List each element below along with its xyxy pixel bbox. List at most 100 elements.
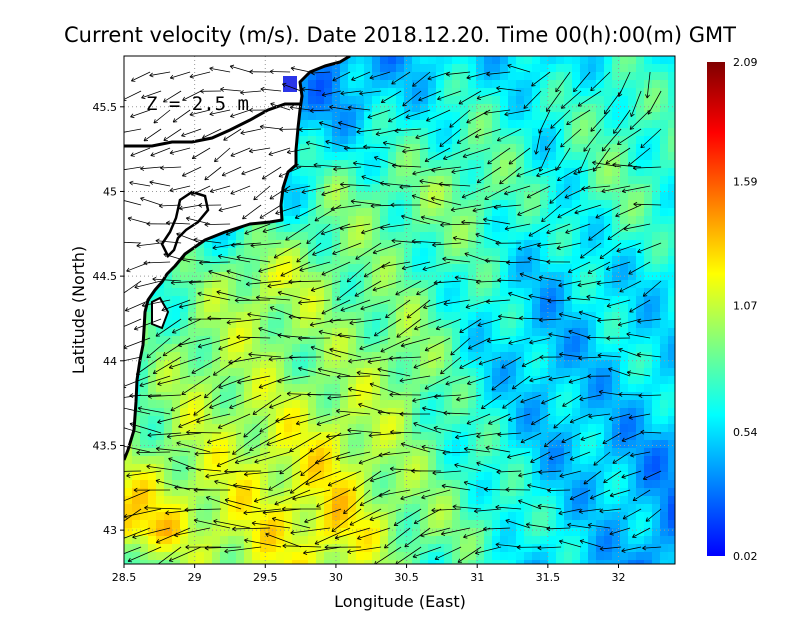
- speed-cell: [524, 176, 533, 185]
- speed-cell: [404, 376, 413, 385]
- speed-cell: [292, 552, 301, 561]
- speed-cell: [188, 328, 197, 337]
- speed-cell: [284, 528, 293, 537]
- speed-cell: [428, 176, 437, 185]
- speed-cell: [436, 128, 445, 137]
- speed-cell: [452, 168, 461, 177]
- speed-cell: [316, 216, 325, 225]
- speed-cell: [284, 336, 293, 345]
- speed-cell: [396, 536, 405, 545]
- speed-cell: [612, 104, 621, 113]
- velocity-arrow-head: [189, 73, 194, 79]
- speed-cell: [500, 464, 509, 473]
- velocity-arrow-head: [437, 96, 442, 101]
- speed-cell: [188, 352, 197, 361]
- speed-cell: [196, 328, 205, 337]
- speed-cell: [668, 408, 675, 417]
- speed-cell: [340, 416, 349, 425]
- speed-cell: [300, 248, 309, 257]
- speed-cell: [340, 336, 349, 345]
- speed-cell: [652, 152, 661, 161]
- speed-cell: [628, 232, 637, 241]
- speed-cell: [140, 432, 149, 441]
- velocity-arrow: [588, 223, 611, 241]
- velocity-arrow-head: [599, 254, 605, 259]
- speed-cell: [604, 224, 613, 233]
- speed-cell: [132, 448, 141, 457]
- speed-cell: [636, 480, 645, 489]
- speed-cell: [180, 560, 189, 564]
- speed-cell: [460, 552, 469, 561]
- speed-cell: [596, 448, 605, 457]
- velocity-arrow-head: [241, 170, 246, 176]
- speed-cell: [516, 280, 525, 289]
- speed-cell: [436, 208, 445, 217]
- speed-cell: [428, 312, 437, 321]
- speed-cell: [188, 480, 197, 489]
- velocity-arrow: [240, 90, 262, 94]
- speed-cell: [628, 72, 637, 81]
- speed-cell: [180, 448, 189, 457]
- speed-cell: [572, 184, 581, 193]
- speed-cell: [292, 216, 301, 225]
- speed-cell: [516, 424, 525, 433]
- speed-cell: [284, 312, 293, 321]
- speed-cell: [420, 400, 429, 409]
- velocity-arrow-head: [458, 100, 463, 105]
- speed-cell: [556, 328, 565, 337]
- speed-cell: [500, 520, 509, 529]
- speed-cell: [140, 368, 149, 377]
- speed-cell: [596, 72, 605, 81]
- speed-cell: [652, 392, 661, 401]
- velocity-arrow-head: [325, 139, 330, 145]
- speed-cell: [516, 144, 525, 153]
- speed-cell: [308, 128, 317, 137]
- speed-cell: [404, 536, 413, 545]
- speed-cell: [300, 440, 309, 449]
- speed-cell: [364, 304, 373, 313]
- speed-cell: [524, 208, 533, 217]
- speed-cell: [540, 288, 549, 297]
- speed-cell: [468, 400, 477, 409]
- speed-cell: [132, 544, 141, 553]
- velocity-arrow: [493, 204, 522, 208]
- velocity-arrow-head: [387, 118, 393, 123]
- speed-cell: [468, 112, 477, 121]
- speed-cell: [580, 104, 589, 113]
- speed-cell: [660, 456, 669, 465]
- speed-cell: [548, 176, 557, 185]
- speed-cell: [468, 184, 477, 193]
- velocity-arrow-head: [430, 196, 436, 202]
- speed-cell: [636, 416, 645, 425]
- speed-cell: [588, 560, 597, 564]
- speed-cell: [668, 376, 675, 385]
- speed-cell: [292, 432, 301, 441]
- speed-cell: [540, 64, 549, 73]
- speed-cell: [628, 264, 637, 273]
- speed-cell: [236, 464, 245, 473]
- speed-cell: [596, 152, 605, 161]
- speed-cell: [572, 200, 581, 209]
- speed-cell: [316, 104, 325, 113]
- speed-cell: [220, 296, 229, 305]
- speed-cell: [508, 472, 517, 481]
- speed-cell: [340, 88, 349, 97]
- speed-cell: [188, 336, 197, 345]
- speed-cell: [596, 320, 605, 329]
- speed-cell: [668, 136, 675, 145]
- speed-cell: [420, 488, 429, 497]
- speed-cell: [364, 104, 373, 113]
- speed-cell: [476, 232, 485, 241]
- speed-cell: [428, 168, 437, 177]
- velocity-arrow: [507, 64, 531, 73]
- speed-cell: [372, 304, 381, 313]
- speed-cell: [428, 384, 437, 393]
- speed-cell: [572, 152, 581, 161]
- speed-cell: [436, 216, 445, 225]
- speed-cell: [604, 80, 613, 89]
- speed-cell: [300, 560, 309, 564]
- velocity-arrow: [380, 182, 411, 187]
- speed-cell: [444, 560, 453, 564]
- speed-cell: [516, 192, 525, 201]
- speed-cell: [644, 280, 653, 289]
